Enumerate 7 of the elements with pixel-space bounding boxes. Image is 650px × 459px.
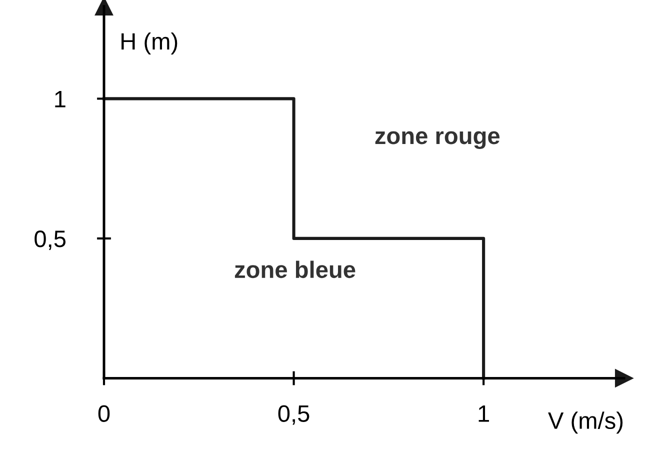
y-axis-title: H (m) — [122, 32, 178, 54]
x-tick-label: 0,5 — [278, 405, 310, 425]
x-tick-label: 1 — [478, 405, 489, 422]
x-axis-title: V (m/s) — [548, 412, 623, 434]
annotation: zone rouge — [375, 131, 500, 149]
x-tick-label: 0 — [98, 405, 110, 422]
annotation: zone bleue — [234, 260, 356, 278]
